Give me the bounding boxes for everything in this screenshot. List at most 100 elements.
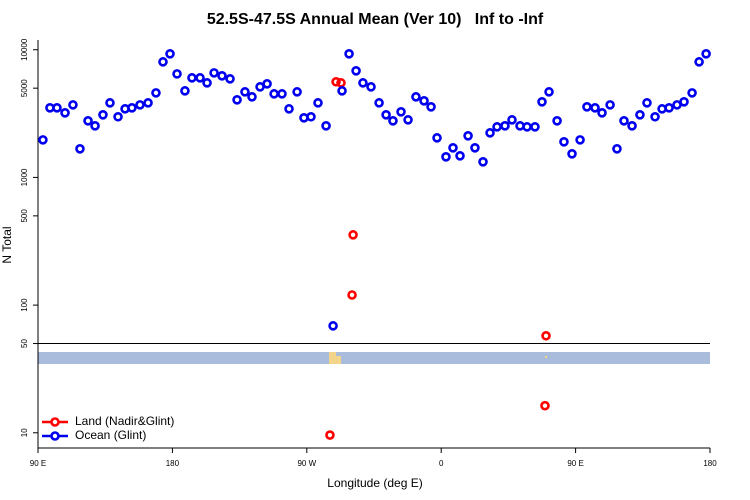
point — [627, 121, 637, 131]
point — [321, 121, 331, 131]
point — [195, 73, 205, 83]
point — [679, 97, 689, 107]
point — [540, 400, 550, 411]
point — [448, 143, 458, 153]
point — [151, 88, 161, 98]
point — [441, 152, 451, 162]
point — [240, 87, 250, 97]
y-tick-label: 10 — [20, 428, 29, 437]
map-water — [336, 352, 341, 356]
point — [143, 98, 153, 108]
point — [463, 131, 473, 141]
point — [225, 74, 235, 84]
point — [635, 110, 645, 120]
map-land — [545, 356, 547, 358]
map-strip — [38, 352, 710, 364]
point — [411, 92, 421, 102]
point — [374, 98, 384, 108]
point — [366, 82, 376, 92]
point — [325, 430, 335, 440]
point — [60, 108, 70, 118]
point — [619, 116, 629, 126]
y-tick-label: 1000 — [20, 168, 29, 186]
point — [590, 103, 600, 113]
point — [687, 88, 697, 98]
point — [559, 137, 569, 147]
point — [388, 116, 398, 126]
point — [485, 128, 495, 138]
point — [522, 122, 532, 132]
y-tick-label: 5000 — [20, 79, 29, 97]
point — [217, 71, 227, 81]
point — [52, 103, 62, 113]
point — [507, 115, 517, 125]
point — [530, 122, 540, 132]
point — [582, 102, 592, 112]
point — [187, 73, 197, 83]
point — [478, 157, 488, 167]
point — [344, 49, 354, 59]
point — [277, 89, 287, 99]
point — [331, 76, 341, 87]
point — [98, 110, 108, 120]
y-tick-label: 10000 — [20, 38, 29, 61]
point — [612, 144, 622, 154]
point — [306, 111, 316, 122]
x-tick-label: 180 — [166, 459, 180, 468]
point — [165, 49, 175, 59]
point — [90, 121, 100, 131]
point — [567, 149, 577, 159]
y-tick-label: 500 — [20, 209, 29, 223]
x-tick-label: 90 E — [567, 459, 583, 468]
point — [701, 49, 711, 59]
point — [419, 96, 429, 106]
point — [694, 57, 704, 67]
point — [232, 95, 242, 105]
legend-label: Ocean (Glint) — [75, 428, 146, 442]
point — [127, 103, 137, 113]
x-tick-label: 90 W — [297, 459, 316, 468]
point — [432, 133, 442, 143]
point — [552, 116, 562, 126]
chart-title: 52.5S-47.5S Annual Mean (Ver 10) Inf to … — [207, 11, 544, 28]
legend-marker — [50, 431, 60, 441]
point — [575, 135, 585, 145]
x-tick-label: 0 — [439, 459, 444, 468]
legend-marker — [50, 417, 60, 427]
point — [337, 86, 347, 96]
point — [664, 103, 674, 113]
point — [396, 107, 406, 117]
y-tick-label: 100 — [20, 298, 29, 312]
point — [426, 102, 436, 112]
point — [313, 98, 323, 108]
point — [269, 89, 279, 99]
point — [403, 115, 413, 125]
point — [105, 98, 115, 108]
point — [541, 330, 551, 341]
point — [358, 78, 368, 88]
point — [348, 230, 358, 240]
x-axis-label: Longitude (deg E) — [327, 476, 422, 490]
point — [336, 78, 346, 88]
legend-label: Land (Nadir&Glint) — [75, 414, 174, 428]
point — [209, 68, 219, 78]
point — [650, 111, 660, 122]
point — [135, 100, 145, 110]
point — [492, 122, 502, 132]
point — [347, 290, 357, 300]
point — [605, 100, 615, 110]
point — [172, 69, 182, 79]
point — [158, 57, 168, 67]
point — [202, 78, 212, 88]
point — [537, 97, 547, 107]
point — [113, 111, 123, 122]
point — [292, 87, 302, 97]
point — [470, 143, 480, 153]
point — [455, 151, 465, 161]
point — [597, 108, 607, 118]
point — [262, 79, 272, 89]
point — [284, 104, 294, 114]
point — [642, 98, 652, 108]
x-tick-label: 90 E — [30, 459, 46, 468]
